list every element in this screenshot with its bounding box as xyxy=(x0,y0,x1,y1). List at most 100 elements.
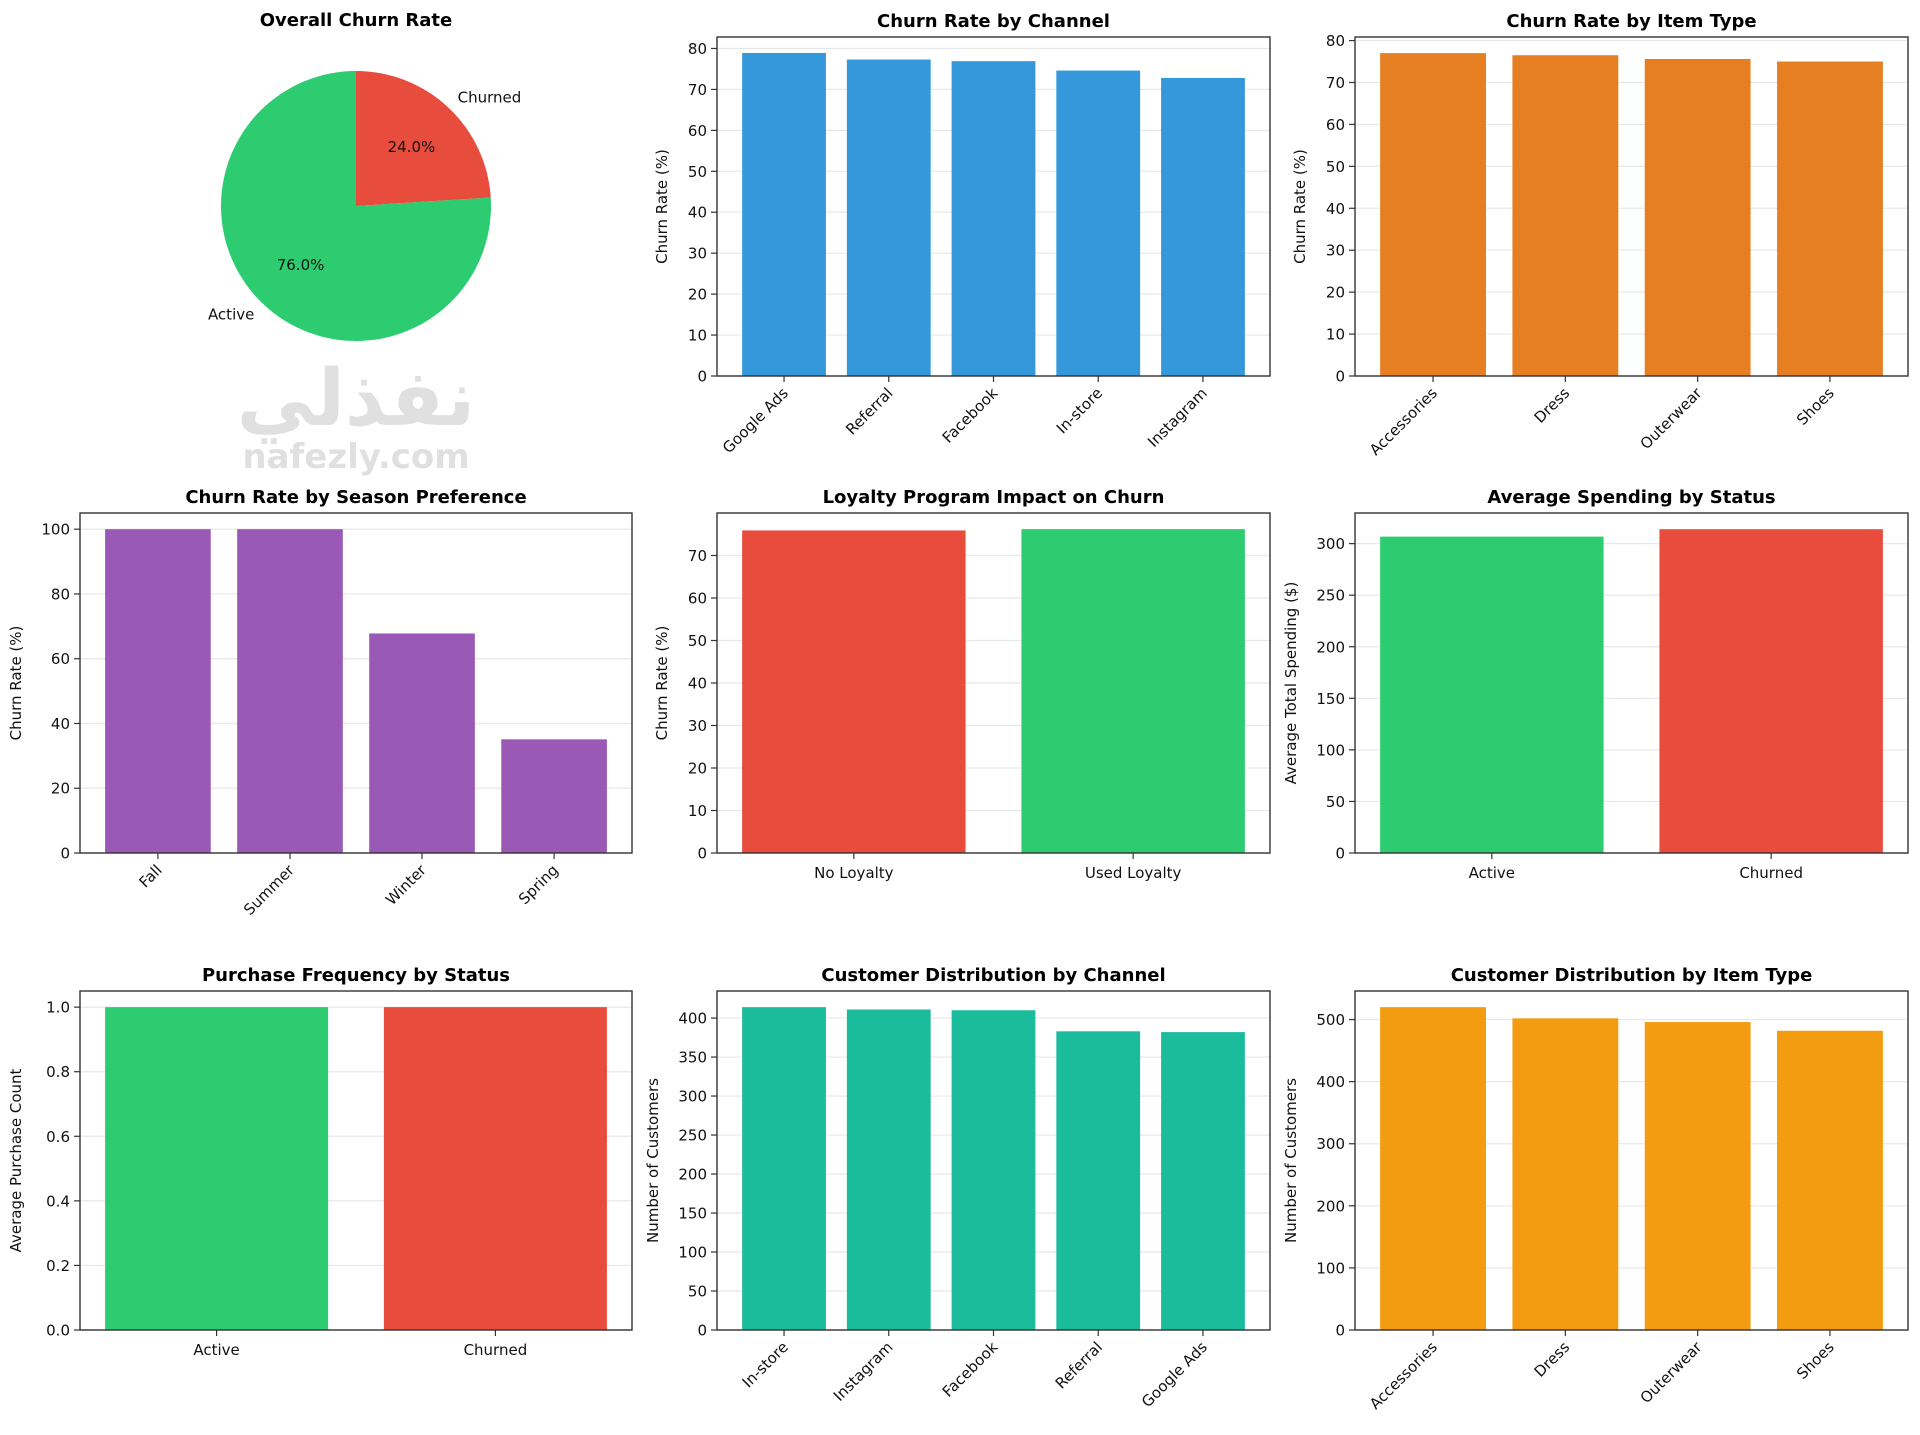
y-tick-label: 400 xyxy=(1316,1073,1345,1091)
bar-in-store xyxy=(742,1007,826,1330)
x-tick-label: Active xyxy=(193,1341,239,1359)
y-tick-label: 80 xyxy=(688,40,707,58)
y-axis-label: Average Total Spending ($) xyxy=(1282,582,1300,785)
pie-label-active: Active xyxy=(208,305,254,323)
y-tick-label: 0 xyxy=(697,845,707,863)
y-tick-label: 70 xyxy=(688,547,707,565)
bar-no-loyalty xyxy=(742,530,966,853)
bar-google-ads xyxy=(1161,1032,1245,1330)
pie-label-churned: Churned xyxy=(458,89,522,107)
y-tick-label: 250 xyxy=(678,1127,707,1145)
y-axis-label: Churn Rate (%) xyxy=(653,149,671,264)
bar-instagram xyxy=(846,1009,931,1330)
bar-active xyxy=(1380,536,1604,853)
y-tick-label: 400 xyxy=(678,1010,707,1028)
y-tick-label: 50 xyxy=(1326,793,1345,811)
y-tick-label: 60 xyxy=(1326,116,1345,134)
bar-active xyxy=(105,1007,329,1330)
bar-in-store xyxy=(1056,70,1141,376)
y-axis-label: Churn Rate (%) xyxy=(653,626,671,741)
y-tick-label: 200 xyxy=(678,1166,707,1184)
x-tick-label: Used Loyalty xyxy=(1085,864,1182,882)
bar-outerwear xyxy=(1644,1022,1751,1330)
y-axis-label: Number of Customers xyxy=(644,1078,662,1243)
bar-referral xyxy=(1056,1031,1141,1330)
y-tick-label: 50 xyxy=(688,632,707,650)
y-tick-label: 0.4 xyxy=(46,1192,70,1210)
y-tick-label: 1.0 xyxy=(46,999,70,1017)
chart-average-spending-by-status: 0 50 100 150 200 250 300 Active Churned Average T… xyxy=(1282,487,1909,882)
y-tick-label: 30 xyxy=(688,717,707,735)
bar-spring xyxy=(501,739,607,853)
y-tick-label: 50 xyxy=(1326,158,1345,176)
bar-fall xyxy=(105,529,211,853)
x-tick-label: Churned xyxy=(464,1341,528,1359)
y-tick-label: 10 xyxy=(688,802,707,820)
pie-slice-active xyxy=(220,71,491,341)
y-tick-label: 300 xyxy=(1316,1135,1345,1153)
bar-accessories xyxy=(1380,53,1486,376)
chart-title: Churn Rate by Season Preference xyxy=(185,487,526,508)
y-tick-label: 0 xyxy=(1335,368,1345,386)
chart-overall-churn-rate: Overall Churn Rate Active 76.0% Churned 24.0… xyxy=(208,10,521,341)
bar-dress xyxy=(1512,1018,1619,1330)
y-tick-label: 0 xyxy=(60,845,70,863)
y-tick-label: 70 xyxy=(1326,74,1345,92)
chart-title: Average Spending by Status xyxy=(1487,487,1775,508)
y-tick-label: 20 xyxy=(1326,284,1345,302)
y-tick-label: 50 xyxy=(688,163,707,181)
bar-winter xyxy=(369,633,475,853)
y-tick-label: 0.2 xyxy=(46,1257,70,1275)
y-tick-label: 300 xyxy=(678,1088,707,1106)
bar-shoes xyxy=(1777,1030,1883,1330)
bar-churned xyxy=(1659,529,1883,853)
bar-facebook xyxy=(951,1010,1036,1330)
x-tick-label: Churned xyxy=(1739,864,1803,882)
bar-used-loyalty xyxy=(1021,529,1245,853)
bar-instagram xyxy=(1161,77,1245,376)
y-tick-label: 80 xyxy=(1326,32,1345,50)
x-tick-label: No Loyalty xyxy=(814,864,894,882)
chart-title: Churn Rate by Channel xyxy=(877,11,1110,32)
y-tick-label: 200 xyxy=(1316,1197,1345,1215)
watermark-arabic-text: نفذلي xyxy=(237,354,476,444)
bar-shoes xyxy=(1777,61,1883,376)
y-tick-label: 100 xyxy=(1316,741,1345,759)
y-tick-label: 60 xyxy=(688,122,707,140)
bar-churned xyxy=(383,1007,607,1330)
y-tick-label: 0 xyxy=(697,368,707,386)
y-tick-label: 10 xyxy=(1326,326,1345,344)
bar-summer xyxy=(237,529,343,853)
bar-facebook xyxy=(951,61,1036,376)
y-tick-label: 0 xyxy=(1335,845,1345,863)
y-tick-label: 0.0 xyxy=(46,1322,70,1340)
pie-slice-churned xyxy=(356,71,491,206)
pie-pct-label-churned: 24.0% xyxy=(388,138,436,156)
y-tick-label: 150 xyxy=(678,1205,707,1223)
y-tick-label: 0 xyxy=(1335,1322,1345,1340)
chart-loyalty-program-impact-on-churn: 0 10 20 30 40 50 60 70 No Loyalty Used Loyalty Chu… xyxy=(653,487,1271,882)
axes-frame xyxy=(1354,990,1909,1331)
chart-title: Customer Distribution by Channel xyxy=(821,965,1165,986)
y-tick-label: 250 xyxy=(1316,587,1345,605)
y-tick-label: 20 xyxy=(688,760,707,778)
y-tick-label: 40 xyxy=(1326,200,1345,218)
y-tick-label: 500 xyxy=(1316,1011,1345,1029)
y-tick-label: 60 xyxy=(688,590,707,608)
chart-title: Churn Rate by Item Type xyxy=(1506,11,1756,32)
watermark-latin-text: nafezly.com xyxy=(242,437,469,477)
y-axis-label: Churn Rate (%) xyxy=(7,626,25,741)
chart-title: Purchase Frequency by Status xyxy=(202,965,510,986)
chart-title: Loyalty Program Impact on Churn xyxy=(823,487,1165,508)
y-tick-label: 40 xyxy=(51,715,70,733)
bar-google-ads xyxy=(742,52,826,376)
y-tick-label: 30 xyxy=(1326,242,1345,260)
x-tick-label: Active xyxy=(1469,864,1515,882)
y-tick-label: 40 xyxy=(688,675,707,693)
y-tick-label: 150 xyxy=(1316,690,1345,708)
axes-frame xyxy=(1354,512,1909,854)
y-tick-label: 100 xyxy=(41,521,70,539)
